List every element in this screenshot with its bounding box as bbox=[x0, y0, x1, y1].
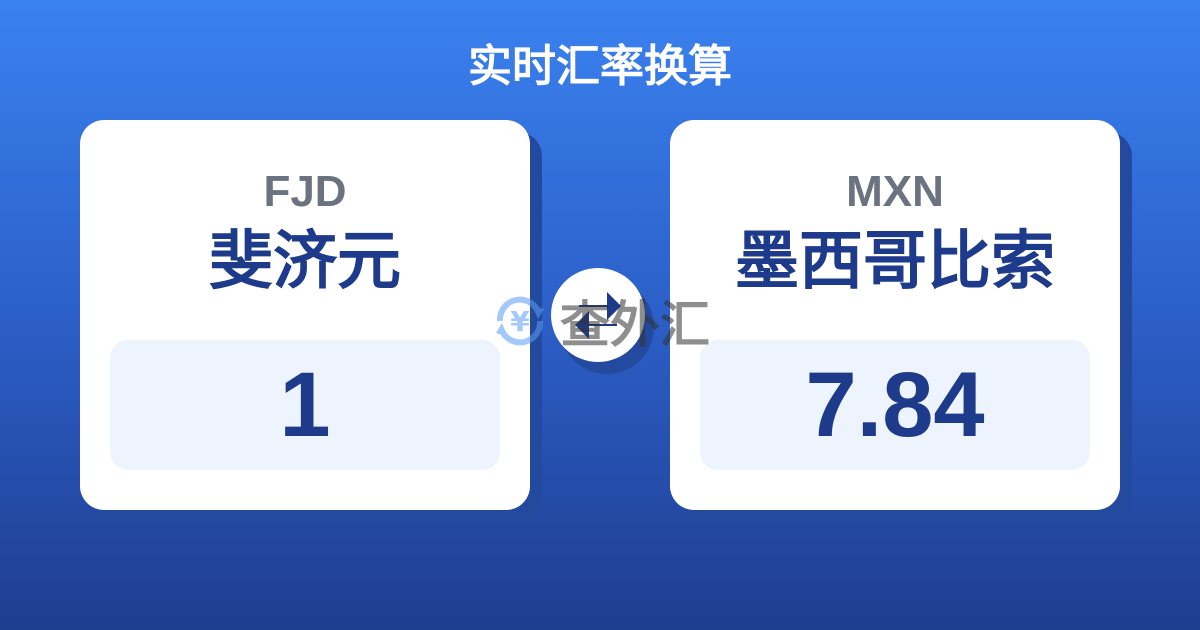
from-amount-field[interactable]: 1 bbox=[110, 340, 500, 470]
to-currency-name: 墨西哥比索 bbox=[735, 225, 1055, 299]
swap-button[interactable] bbox=[551, 268, 645, 362]
from-currency-name: 斐济元 bbox=[209, 225, 401, 299]
to-currency-code: MXN bbox=[846, 167, 944, 216]
to-currency-card: MXN 墨西哥比索 7.84 bbox=[670, 120, 1120, 510]
from-currency-card: FJD 斐济元 1 bbox=[80, 120, 530, 510]
to-amount-field: 7.84 bbox=[700, 340, 1090, 470]
from-currency-code: FJD bbox=[263, 167, 347, 216]
swap-arrows-icon bbox=[575, 292, 621, 339]
page-title: 实时汇率换算 bbox=[468, 41, 732, 92]
